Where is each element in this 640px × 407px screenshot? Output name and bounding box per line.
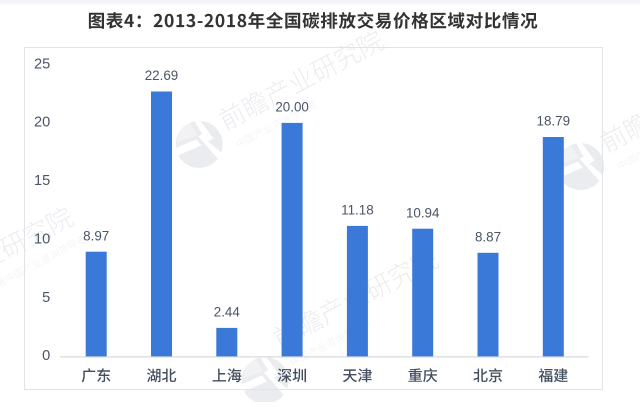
svg-text:8.87: 8.87 <box>475 230 501 245</box>
svg-text:20.00: 20.00 <box>275 100 309 115</box>
svg-text:10.94: 10.94 <box>406 205 440 220</box>
svg-text:20: 20 <box>34 115 50 131</box>
svg-text:25: 25 <box>34 56 50 72</box>
svg-text:22.69: 22.69 <box>145 68 179 83</box>
svg-text:10: 10 <box>34 231 50 247</box>
svg-text:0: 0 <box>42 348 50 364</box>
svg-text:11.18: 11.18 <box>341 203 374 218</box>
svg-text:15: 15 <box>34 173 50 189</box>
svg-text:5: 5 <box>42 290 50 306</box>
svg-text:2.44: 2.44 <box>214 305 241 320</box>
svg-text:18.79: 18.79 <box>537 114 571 129</box>
svg-text:8.97: 8.97 <box>83 228 109 243</box>
